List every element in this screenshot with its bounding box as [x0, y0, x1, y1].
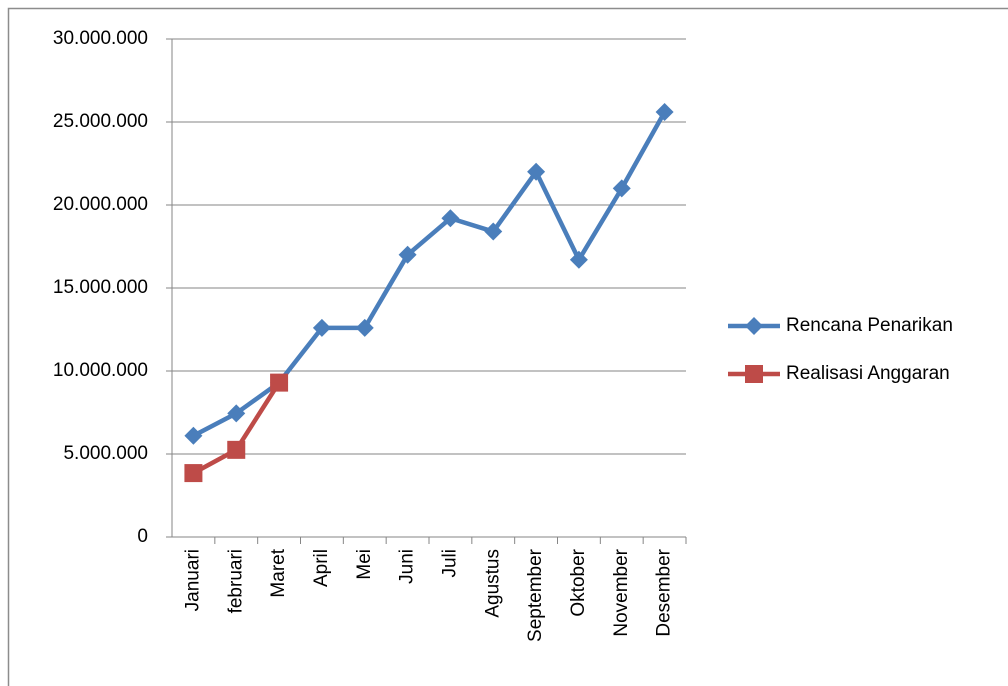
legend-label: Realisasi Anggaran: [786, 363, 950, 384]
x-tick-label: Mei: [354, 549, 375, 580]
x-tick-label: Agustus: [482, 549, 503, 618]
data-point: [569, 250, 588, 269]
legend-marker: [745, 365, 763, 383]
y-tick-label: 30.000.000: [53, 28, 148, 49]
y-tick-label: 15.000.000: [53, 277, 148, 298]
data-point: [655, 103, 674, 122]
x-tick-label: Juni: [397, 549, 418, 584]
data-point: [184, 426, 203, 445]
data-point: [484, 222, 503, 241]
y-tick-label: 5.000.000: [63, 443, 148, 464]
x-tick-label: Juli: [439, 549, 460, 578]
y-tick-label: 0: [137, 526, 148, 547]
data-point: [270, 373, 289, 392]
legend-marker: [745, 317, 763, 335]
x-tick-label: Oktober: [568, 548, 589, 616]
data-point: [355, 318, 374, 337]
x-tick-label: September: [525, 548, 546, 642]
data-point: [184, 464, 203, 483]
x-tick-label: februari: [225, 549, 246, 613]
data-point: [227, 440, 246, 459]
data-point: [227, 404, 246, 423]
data-point: [527, 162, 546, 181]
data-point: [398, 245, 417, 264]
data-point: [612, 179, 631, 198]
x-tick-label: November: [611, 548, 632, 636]
x-tick-label: Januari: [182, 549, 203, 611]
x-tick-label: Maret: [268, 548, 289, 597]
series-line: [192, 110, 667, 438]
y-tick-label: 20.000.000: [53, 194, 148, 215]
x-tick-label: Desember: [654, 548, 675, 636]
y-tick-label: 25.000.000: [53, 111, 148, 132]
data-point: [312, 318, 331, 337]
y-tick-label: 10.000.000: [53, 360, 148, 381]
x-tick-label: April: [311, 549, 332, 587]
legend-label: Rencana Penarikan: [786, 315, 953, 336]
data-point: [441, 209, 460, 228]
chart-frame: [7, 7, 1008, 686]
